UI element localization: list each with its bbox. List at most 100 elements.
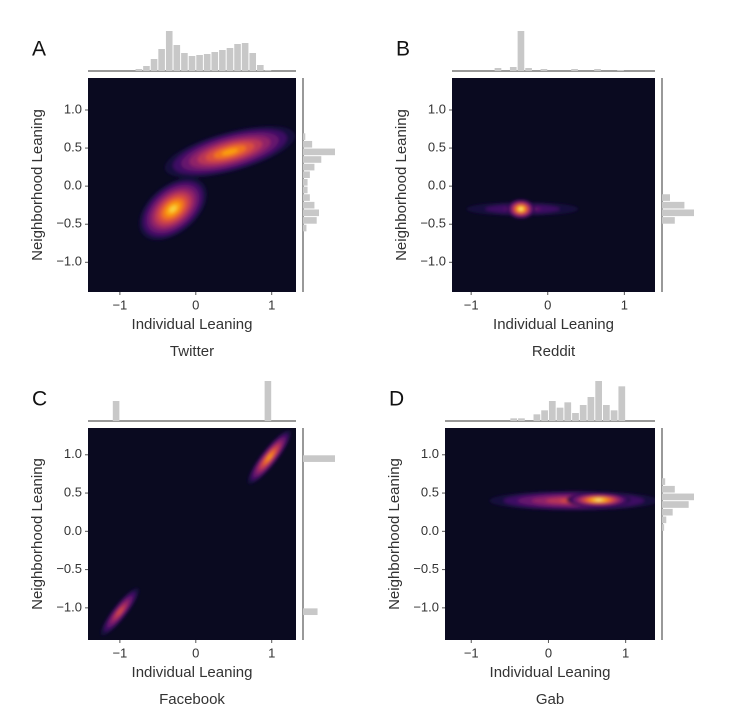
y-tick-label: 1.0: [428, 101, 446, 116]
x-hist-bar: [525, 68, 532, 71]
x-hist-bar: [517, 31, 525, 71]
x-hist-bar: [173, 45, 181, 71]
x-axis-label: Individual Leaning: [132, 316, 253, 333]
y-hist-bar: [662, 478, 666, 485]
x-hist-bar: [257, 65, 264, 71]
y-hist-bar: [662, 493, 694, 501]
x-tick-label: 1: [268, 297, 275, 312]
x-hist-bar: [510, 418, 518, 421]
x-hist-bar: [548, 401, 556, 421]
x-axis-label: Individual Leaning: [132, 664, 253, 681]
x-hist-bar: [509, 67, 517, 71]
density-contour: [221, 148, 239, 156]
panel-letter: B: [396, 38, 410, 61]
y-tick-label: 0.0: [64, 523, 82, 538]
y-hist-bar: [303, 608, 318, 616]
x-hist-bar: [594, 69, 601, 71]
panel-title: Gab: [536, 691, 564, 708]
x-hist-bar: [249, 53, 257, 71]
y-tick-label: −1.0: [56, 599, 82, 614]
y-tick-label: 0.5: [428, 140, 446, 155]
y-tick-label: −1.0: [413, 599, 439, 614]
x-hist-bar: [540, 69, 548, 71]
plot-background: [452, 78, 655, 292]
panel-letter: D: [389, 388, 404, 411]
y-hist-bar: [303, 201, 315, 209]
x-hist-bar: [219, 50, 226, 71]
x-hist-bar: [234, 44, 241, 71]
y-hist-bar: [303, 140, 313, 148]
x-hist-bar: [518, 418, 525, 421]
density: [466, 199, 579, 219]
x-axis-label: Individual Leaning: [493, 316, 614, 333]
y-hist-bar: [662, 501, 689, 508]
y-tick-label: −0.5: [56, 216, 82, 231]
x-hist-bar: [572, 413, 579, 421]
y-hist-bar: [662, 516, 667, 524]
x-hist-bar: [211, 52, 219, 71]
density-contour: [519, 207, 523, 210]
x-hist-bar: [494, 68, 502, 71]
x-tick-label: −1: [464, 297, 479, 312]
x-hist-bar: [181, 53, 188, 71]
y-hist-bar: [303, 148, 335, 156]
x-hist-bar: [617, 70, 624, 71]
y-tick-label: 1.0: [64, 446, 82, 461]
x-tick-label: −1: [464, 645, 479, 660]
y-tick-label: −0.5: [420, 216, 446, 231]
x-hist-bar: [571, 69, 578, 71]
density-contour: [116, 607, 124, 616]
panel-title: Facebook: [159, 691, 225, 708]
y-hist-bar: [662, 217, 675, 224]
x-hist-bar: [150, 59, 158, 71]
panel-title: Reddit: [532, 343, 576, 360]
y-hist-bar: [303, 186, 308, 194]
y-hist-bar: [662, 209, 694, 217]
x-tick-label: 1: [621, 297, 628, 312]
x-hist-bar: [564, 402, 572, 421]
y-hist-bar: [303, 217, 317, 224]
x-hist-bar: [587, 397, 595, 421]
y-tick-label: 0.0: [421, 523, 439, 538]
x-hist-bar: [196, 55, 203, 71]
x-hist-bar: [264, 381, 272, 421]
plot-background: [445, 428, 655, 640]
panel-letter: C: [32, 388, 47, 411]
x-hist-bar: [541, 410, 548, 421]
x-tick-label: 0: [192, 645, 199, 660]
y-tick-label: −0.5: [56, 561, 82, 576]
x-hist-bar: [203, 54, 211, 71]
y-tick-label: 1.0: [64, 101, 82, 116]
x-hist-bar: [595, 381, 602, 421]
x-hist-bar: [112, 401, 120, 421]
panel-title: Twitter: [170, 343, 214, 360]
x-tick-label: 0: [192, 297, 199, 312]
density-contour: [266, 453, 273, 461]
y-hist-bar: [303, 224, 307, 232]
x-tick-label: 1: [622, 645, 629, 660]
y-axis-label: Neighborhood Leaning: [386, 458, 403, 610]
density-contour: [169, 205, 177, 213]
y-tick-label: 0.5: [421, 484, 439, 499]
y-hist-bar: [303, 156, 322, 163]
panel-letter: A: [32, 38, 46, 61]
y-tick-label: −1.0: [56, 254, 82, 269]
x-hist-bar: [618, 386, 626, 421]
density: [139, 126, 295, 241]
y-hist-bar: [303, 171, 310, 179]
x-hist-bar: [188, 56, 196, 71]
y-tick-label: −1.0: [420, 254, 446, 269]
y-hist-bar: [662, 485, 675, 493]
y-hist-bar: [303, 194, 310, 201]
x-hist-bar: [556, 407, 564, 421]
x-hist-bar: [533, 414, 541, 421]
y-hist-bar: [303, 163, 315, 171]
x-hist-bar: [603, 405, 610, 421]
x-hist-bar: [226, 48, 234, 71]
x-hist-bar: [143, 66, 150, 71]
y-hist-bar: [662, 201, 685, 209]
y-hist-bar: [303, 133, 306, 140]
y-tick-label: −0.5: [413, 561, 439, 576]
x-hist-bar: [158, 49, 165, 71]
y-tick-label: 0.0: [64, 178, 82, 193]
